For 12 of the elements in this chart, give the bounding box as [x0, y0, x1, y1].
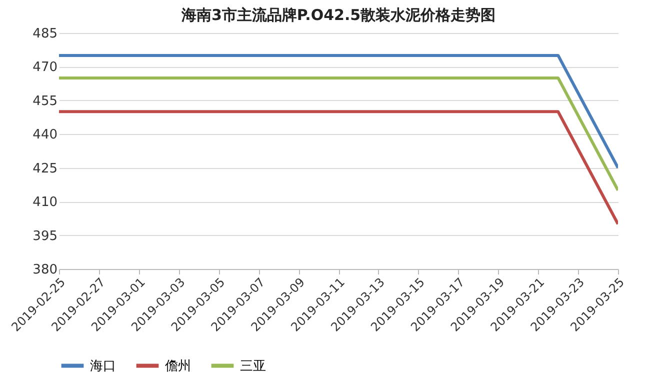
y-tick-label: 380 [32, 262, 58, 278]
legend-label: 海口 [90, 358, 116, 374]
legend-label: 三亚 [240, 358, 266, 374]
y-tick-label: 440 [32, 128, 58, 143]
y-tick-label: 410 [32, 195, 58, 210]
legend-label: 儋州 [165, 358, 191, 374]
y-tick-label: 470 [32, 60, 58, 76]
y-tick-label: 485 [32, 26, 58, 42]
y-tick-label: 455 [32, 94, 58, 109]
y-tick-label: 425 [32, 161, 58, 176]
y-tick-label: 395 [32, 228, 58, 244]
chart-title: 海南3市主流品牌P.O42.5散装水泥价格走势图 [180, 6, 496, 24]
